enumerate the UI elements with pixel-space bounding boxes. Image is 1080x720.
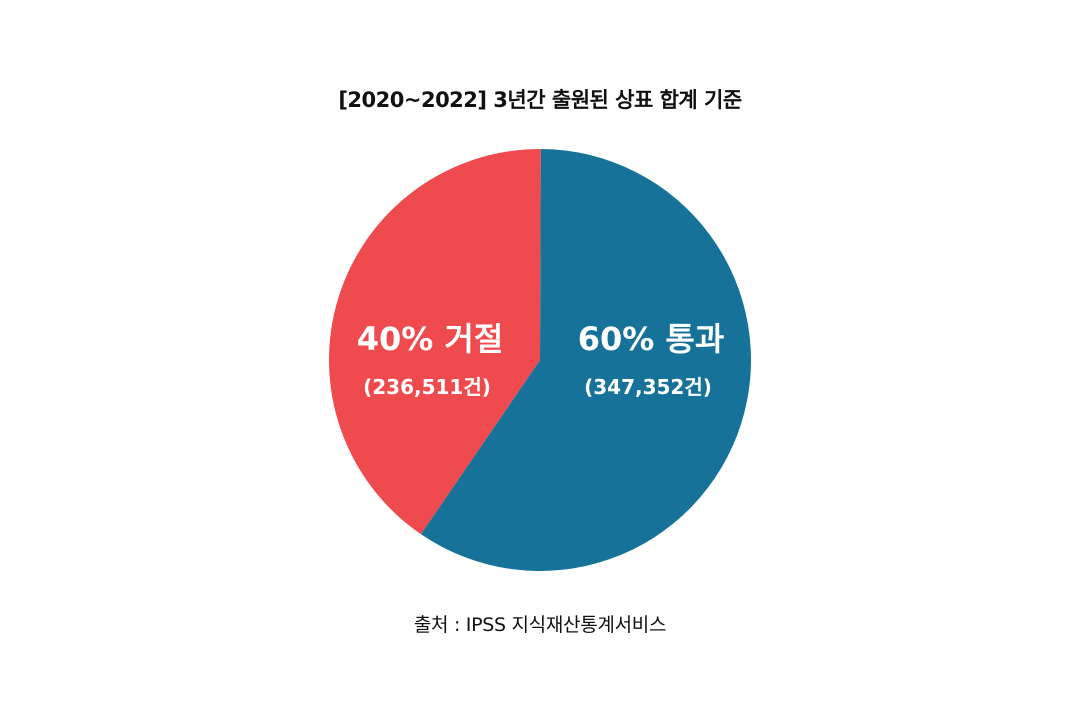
slice-count-reject: (236,511건) [363,375,491,399]
chart-title: [2020~2022] 3년간 출원된 상표 합계 기준 [338,88,742,112]
slice-label-pass: 60% 통과 [578,320,725,358]
slice-label-reject: 40% 거절 [357,320,504,358]
pie-slice-reject [328,148,541,535]
source-note: 출처 : IPSS 지식재산통계서비스 [413,614,667,636]
pie-slice-pass [420,149,751,571]
slice-count-pass: (347,352건) [584,375,712,399]
pie-slices [328,148,751,571]
pie-labels: 60% 통과 (347,352건) 40% 거절 (236,511건) [357,320,725,399]
